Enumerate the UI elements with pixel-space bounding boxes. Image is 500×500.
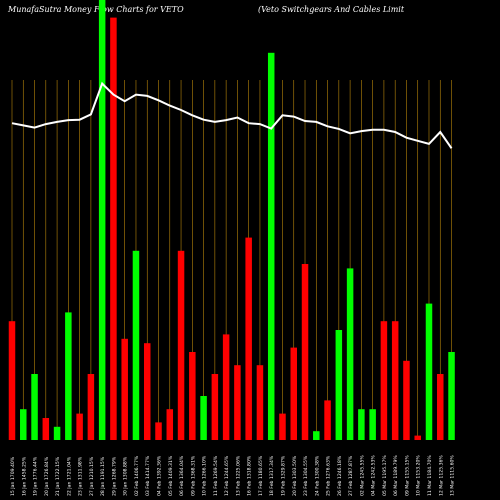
volume-bar — [425, 303, 433, 440]
volume-bar — [166, 409, 174, 440]
date-label: 23 Jan 1311.98% — [78, 456, 84, 496]
volume-bar — [256, 365, 264, 440]
date-label: 02 Feb 1406.77% — [134, 455, 140, 496]
volume-bar — [335, 330, 343, 440]
volume-bar — [267, 52, 275, 441]
volume-bar — [20, 409, 27, 440]
volume-bar — [42, 418, 50, 440]
volume-bar — [313, 431, 320, 440]
date-label: 06 Mar 1189.79% — [393, 455, 399, 496]
volume-bar — [437, 374, 444, 440]
volume-bar — [234, 365, 241, 440]
date-label: 10 Feb 1266.10% — [202, 455, 208, 496]
date-label: 23 Feb 1304.55% — [303, 455, 309, 496]
volume-bar — [76, 413, 83, 440]
volume-bar — [189, 352, 196, 440]
date-label: 25 Feb 1276.63% — [326, 455, 332, 496]
date-label: 20 Feb 1303.50% — [292, 455, 298, 496]
date-label: 12 Mar 1125.36% — [438, 455, 444, 496]
volume-bar — [245, 237, 252, 440]
date-label: 16 Feb 1318.80% — [247, 455, 253, 496]
volume-bar — [132, 250, 140, 440]
date-label: 12 Feb 1244.65% — [224, 455, 230, 496]
date-label: 06 Feb 1364.04% — [179, 455, 185, 496]
date-label: 30 Jan 1308.88% — [123, 456, 129, 496]
date-label: 28 Jan 1191.15% — [100, 456, 106, 496]
date-label: 05 Mar 1195.17% — [382, 455, 388, 496]
volume-bar — [324, 400, 331, 440]
volume-bar — [279, 413, 286, 440]
volume-bar — [290, 347, 297, 440]
date-label: 13 Feb 1225.06% — [235, 455, 241, 496]
date-label: 19 Feb 1329.87% — [280, 455, 286, 496]
date-label: 16 Jan 1458.25% — [21, 456, 27, 496]
date-label: 29 Jan 1268.79% — [111, 456, 117, 496]
volume-bar — [211, 374, 219, 440]
date-label: 27 Feb 1287.87% — [348, 455, 354, 496]
volume-bar — [346, 268, 354, 440]
date-label: 03 Feb 1414.77% — [145, 455, 151, 496]
date-label: 15 Jan 1709.40% — [10, 456, 16, 496]
date-label: 18 Feb 1317.34% — [269, 455, 275, 496]
volume-bar — [222, 334, 230, 440]
date-labels: 15 Jan 1709.40% 16 Jan 1458.25% 19 Jan 177… — [10, 455, 456, 496]
volume-bar — [53, 426, 61, 440]
volume-bar — [110, 17, 117, 440]
date-label: 26 Feb 1246.18% — [337, 455, 343, 496]
date-label: 21 Jan 1722.15% — [55, 456, 61, 496]
date-label: 20 Jan 1726.84% — [44, 456, 50, 496]
volume-bar — [31, 374, 38, 440]
volume-bar — [301, 264, 309, 440]
volume-bar — [369, 409, 376, 440]
volume-bar — [8, 321, 16, 440]
date-label: 13 Mar 1115.60% — [450, 455, 456, 496]
volume-bar — [87, 374, 95, 440]
date-label: 05 Feb 1409.31% — [168, 455, 174, 496]
date-label: 19 Jan 1776.44% — [33, 456, 39, 496]
date-label: 02 Mar 1245.55% — [359, 455, 365, 496]
volume-bar — [403, 360, 410, 440]
date-label: 10 Mar 1153.20% — [416, 455, 422, 496]
volume-bar — [448, 352, 455, 440]
date-label: 11 Feb 1269.54% — [213, 455, 219, 496]
date-label: 22 Jan 1721.04% — [66, 456, 72, 496]
volume-bar — [200, 396, 207, 440]
date-label: 27 Jan 1210.15% — [89, 456, 95, 496]
date-label: 11 Mar 1184.70% — [427, 455, 433, 496]
volume-bar — [177, 250, 185, 440]
volume-bar — [391, 321, 399, 440]
volume-bars — [8, 0, 455, 441]
price-line — [11, 81, 453, 149]
date-label: 24 Feb 1300.38% — [314, 455, 320, 496]
date-label: 17 Feb 1180.65% — [258, 455, 264, 496]
volume-bar — [358, 409, 365, 440]
chart-site-header: MunafaSutra Money Flow Charts for VETO — [8, 5, 184, 14]
volume-bar — [65, 312, 72, 440]
date-label: 09 Feb 1368.31% — [190, 455, 196, 496]
volume-bar — [155, 422, 162, 440]
date-label: 04 Mar 1242.53% — [371, 455, 377, 496]
chart-company-header: (Veto Switchgears And Cables Limit — [258, 5, 405, 14]
volume-bar — [121, 338, 128, 440]
volume-bar — [143, 343, 151, 440]
date-label: 04 Feb 1392.36% — [157, 455, 163, 496]
volume-bar — [98, 0, 106, 440]
volume-bar — [414, 435, 421, 440]
date-label: 09 Mar 1155.15% — [404, 455, 410, 496]
volume-bar — [380, 321, 388, 440]
